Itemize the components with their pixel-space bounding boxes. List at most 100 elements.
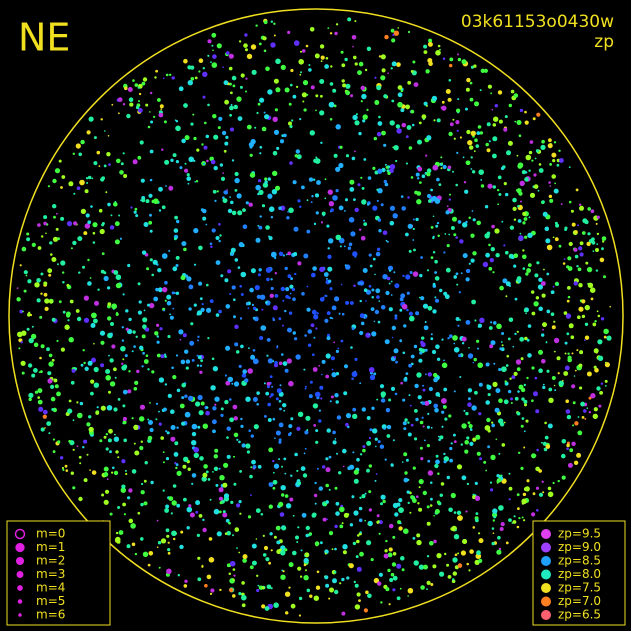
star [183, 497, 187, 502]
star [38, 371, 41, 373]
star [410, 176, 414, 179]
star [233, 315, 236, 319]
star [354, 20, 357, 23]
star [298, 596, 303, 601]
star [263, 20, 268, 25]
star [547, 486, 552, 491]
star [359, 453, 363, 456]
star [292, 550, 297, 556]
star [456, 464, 463, 470]
star [400, 556, 405, 561]
star [253, 306, 257, 310]
star [28, 392, 34, 398]
star [106, 152, 111, 157]
star [599, 391, 603, 395]
star [62, 271, 65, 274]
star [359, 299, 362, 303]
star [548, 194, 553, 198]
star [343, 245, 346, 248]
star [449, 57, 454, 62]
star [315, 193, 319, 198]
star [494, 407, 500, 413]
star [386, 169, 390, 173]
star [472, 361, 475, 364]
star [335, 511, 340, 516]
star [578, 363, 583, 368]
star [233, 104, 238, 110]
star [575, 188, 579, 192]
star [542, 441, 547, 446]
star [241, 373, 247, 378]
star [282, 299, 285, 302]
star [83, 231, 88, 236]
star [334, 438, 337, 440]
star [88, 426, 94, 433]
star [294, 452, 298, 457]
star [359, 330, 364, 336]
star [83, 317, 90, 323]
star [142, 77, 148, 82]
star [229, 105, 234, 111]
star [270, 287, 274, 290]
star [531, 453, 536, 459]
star [538, 277, 543, 282]
star [371, 288, 375, 292]
star [340, 283, 343, 286]
star [433, 119, 436, 122]
star [464, 189, 469, 194]
star [37, 223, 41, 227]
star [361, 93, 367, 100]
star [526, 479, 530, 483]
star [276, 345, 279, 347]
star [471, 299, 476, 305]
star [275, 185, 280, 191]
star [479, 317, 485, 323]
star [320, 221, 324, 224]
star [285, 253, 288, 256]
star [407, 595, 409, 597]
star [130, 523, 136, 529]
star [233, 298, 236, 302]
star [548, 397, 554, 403]
star [435, 344, 440, 350]
star [383, 427, 386, 430]
star [278, 501, 284, 507]
star [453, 440, 457, 443]
star [44, 298, 50, 304]
star [196, 148, 200, 152]
star [157, 287, 163, 293]
star [295, 535, 299, 540]
star [238, 500, 242, 504]
star [460, 443, 463, 446]
star [446, 563, 450, 567]
star [477, 125, 482, 129]
star [224, 278, 229, 283]
star [369, 428, 373, 432]
star [199, 456, 204, 461]
star [432, 215, 435, 218]
star [475, 144, 480, 148]
star [487, 393, 491, 397]
star [396, 62, 401, 67]
star [275, 58, 281, 65]
magnitude-marker [14, 528, 26, 540]
star [218, 239, 221, 243]
star [461, 475, 467, 481]
star [324, 552, 327, 555]
star [600, 382, 604, 385]
star [456, 151, 459, 154]
star [522, 492, 527, 497]
star [345, 198, 348, 202]
star [544, 226, 549, 231]
star [148, 551, 154, 556]
star [282, 527, 285, 531]
star [171, 76, 175, 80]
star [454, 553, 458, 557]
star [329, 587, 334, 593]
star [106, 405, 113, 411]
star [426, 172, 431, 177]
star [339, 245, 342, 248]
star [203, 145, 208, 150]
star [390, 280, 393, 283]
star [381, 393, 385, 398]
